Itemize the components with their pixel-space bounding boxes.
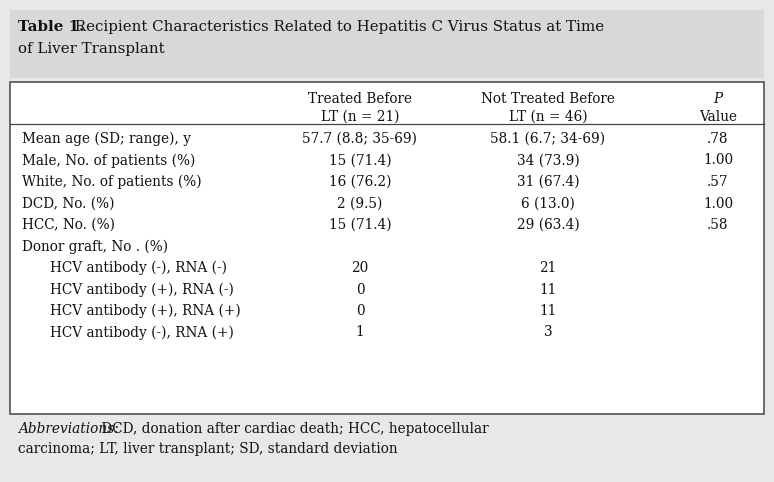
- Text: .57: .57: [707, 175, 729, 189]
- Text: 21: 21: [539, 261, 557, 275]
- Text: 57.7 (8.8; 35-69): 57.7 (8.8; 35-69): [303, 132, 417, 146]
- Text: 0: 0: [356, 282, 365, 296]
- Text: 6 (13.0): 6 (13.0): [521, 197, 575, 211]
- Text: 1: 1: [356, 325, 365, 339]
- Text: HCC, No. (%): HCC, No. (%): [22, 218, 115, 232]
- Text: Abbreviations:: Abbreviations:: [18, 422, 118, 436]
- Text: Table 1.: Table 1.: [18, 20, 84, 34]
- Text: 11: 11: [539, 282, 557, 296]
- Text: 1.00: 1.00: [703, 197, 733, 211]
- Text: 20: 20: [351, 261, 368, 275]
- Text: 31 (67.4): 31 (67.4): [517, 175, 579, 189]
- Text: 58.1 (6.7; 34-69): 58.1 (6.7; 34-69): [491, 132, 605, 146]
- Text: DCD, No. (%): DCD, No. (%): [22, 197, 115, 211]
- Text: .78: .78: [707, 132, 729, 146]
- Text: Not Treated Before: Not Treated Before: [481, 92, 615, 106]
- Text: Treated Before: Treated Before: [308, 92, 412, 106]
- FancyBboxPatch shape: [10, 10, 764, 78]
- Text: 34 (73.9): 34 (73.9): [516, 153, 580, 168]
- Text: HCV antibody (+), RNA (-): HCV antibody (+), RNA (-): [50, 282, 234, 297]
- Text: LT (n = 46): LT (n = 46): [509, 110, 587, 124]
- Text: 29 (63.4): 29 (63.4): [516, 218, 580, 232]
- Text: DCD, donation after cardiac death; HCC, hepatocellular: DCD, donation after cardiac death; HCC, …: [97, 422, 488, 436]
- Text: Male, No. of patients (%): Male, No. of patients (%): [22, 153, 195, 168]
- Text: HCV antibody (+), RNA (+): HCV antibody (+), RNA (+): [50, 304, 241, 319]
- Text: of Liver Transplant: of Liver Transplant: [18, 42, 165, 56]
- Text: 11: 11: [539, 304, 557, 318]
- Text: .58: .58: [707, 218, 729, 232]
- Text: 2 (9.5): 2 (9.5): [337, 197, 382, 211]
- FancyBboxPatch shape: [10, 82, 764, 414]
- Text: 15 (71.4): 15 (71.4): [329, 218, 392, 232]
- Text: Recipient Characteristics Related to Hepatitis C Virus Status at Time: Recipient Characteristics Related to Hep…: [70, 20, 604, 34]
- Text: P: P: [714, 92, 723, 106]
- Text: 15 (71.4): 15 (71.4): [329, 153, 392, 168]
- Text: LT (n = 21): LT (n = 21): [320, 110, 399, 124]
- Text: Mean age (SD; range), y: Mean age (SD; range), y: [22, 132, 191, 147]
- Text: 3: 3: [543, 325, 553, 339]
- Text: Value: Value: [699, 110, 737, 124]
- Text: HCV antibody (-), RNA (+): HCV antibody (-), RNA (+): [50, 325, 234, 340]
- Text: 16 (76.2): 16 (76.2): [329, 175, 391, 189]
- Text: 0: 0: [356, 304, 365, 318]
- Text: Donor graft, No . (%): Donor graft, No . (%): [22, 240, 168, 254]
- Text: HCV antibody (-), RNA (-): HCV antibody (-), RNA (-): [50, 261, 227, 275]
- Text: carcinoma; LT, liver transplant; SD, standard deviation: carcinoma; LT, liver transplant; SD, sta…: [18, 442, 398, 456]
- Text: 1.00: 1.00: [703, 153, 733, 168]
- Text: White, No. of patients (%): White, No. of patients (%): [22, 175, 201, 189]
